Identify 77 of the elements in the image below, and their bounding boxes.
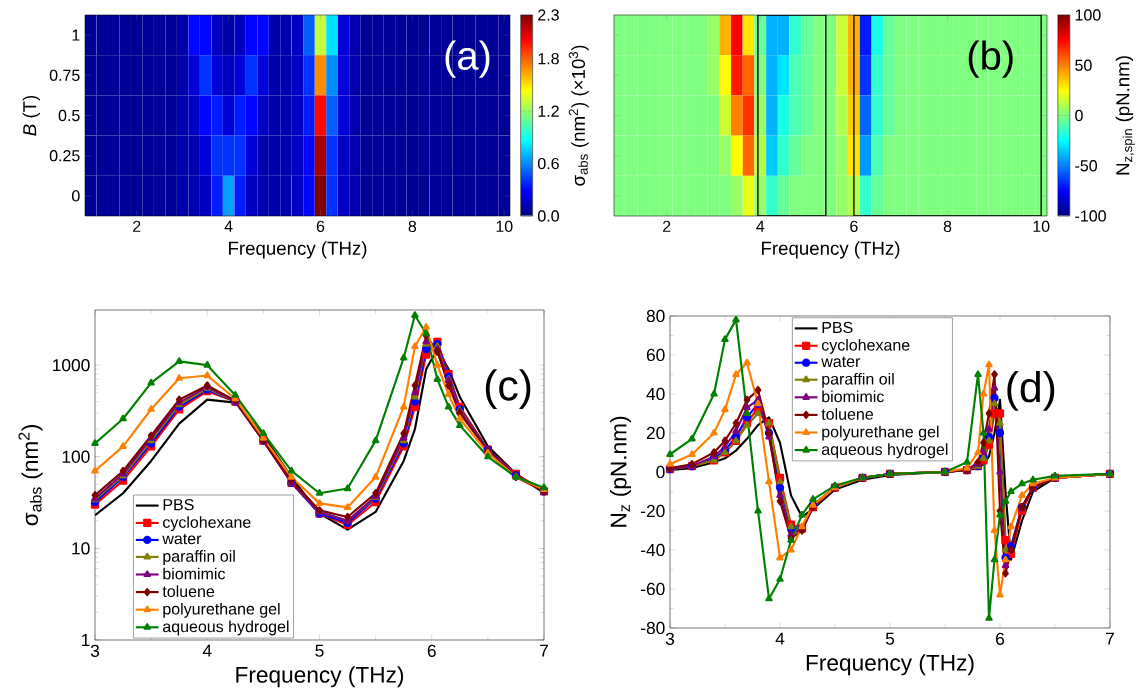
y-tick-label: 1000 [53, 359, 90, 372]
legend-label: aqueous hydrogel [163, 620, 289, 636]
color-bar-title: N$_{z,spin}$ (pN.nm) [1115, 56, 1135, 175]
color-bar-label: 50 [1075, 59, 1092, 71]
y-tick-label: -80 [641, 621, 665, 635]
y-tick-label: 60 [646, 348, 665, 362]
x-tick-label: 5 [885, 632, 895, 645]
color-bar-label: 1.2 [538, 105, 559, 117]
x-tick-label: 6 [850, 220, 858, 233]
y-tick-label: 0 [656, 465, 665, 479]
y-tick-label: 1 [72, 29, 80, 41]
legend-label: water [821, 356, 861, 368]
y-tick-label: 0.25 [49, 150, 80, 162]
y-tick-label: 20 [646, 426, 665, 440]
legend-label: polyurethane gel [163, 602, 280, 618]
x-tick-label: 6 [316, 220, 325, 233]
x-tick-label: 4 [775, 632, 785, 645]
x-axis-title: Frequency (THz) [229, 241, 367, 259]
y-tick-label: 0 [72, 190, 80, 202]
y-tick-label: 10 [72, 542, 90, 555]
y-tick-label: -40 [641, 543, 665, 557]
x-tick-label: 3 [665, 632, 675, 645]
y-tick-label: 100 [62, 450, 90, 463]
x-tick-label: 10 [496, 220, 513, 233]
color-bar-label: 0.0 [537, 210, 559, 222]
y-axis-title: B (T) [22, 95, 41, 136]
legend-label: PBS [822, 321, 853, 334]
color-bar-label: 0 [1075, 109, 1083, 122]
y-axis-title: σ$_{abs}$ (nm$^{2}$) [18, 425, 43, 526]
legend-label: toluene [162, 585, 215, 598]
legend-label: aqueous hydrogel [821, 443, 948, 459]
x-tick-label: 2 [133, 220, 141, 232]
legend-label: water [162, 533, 202, 545]
legend-label: cyclohexane [821, 338, 910, 354]
color-bar-label: 1.8 [538, 53, 559, 65]
legend-label: paraffin oil [822, 372, 894, 388]
x-axis-title: Frequency (THz) [236, 666, 404, 688]
x-tick-label: 7 [540, 644, 548, 657]
y-axis-title: N$_{z}$ (pN.nm) [609, 416, 632, 527]
x-tick-label: 8 [943, 220, 952, 233]
legend-label: polyurethane gel [822, 425, 939, 441]
x-tick-label: 3 [90, 644, 100, 657]
x-tick-label: 5 [315, 644, 324, 657]
color-bar-label: 2.3 [538, 9, 559, 21]
annotation: (c) [485, 369, 531, 410]
x-tick-label: 6 [996, 632, 1005, 645]
x-tick-label: 4 [202, 644, 212, 657]
y-tick-label: 80 [646, 309, 665, 323]
x-axis-title: Frequency (THz) [762, 241, 900, 259]
y-tick-label: 0.5 [58, 109, 80, 122]
legend-label: PBS [163, 499, 194, 511]
y-tick-label: 0.75 [49, 69, 80, 81]
x-tick-label: 4 [224, 220, 233, 232]
x-tick-label: 7 [1106, 632, 1114, 645]
y-tick-label: 40 [646, 387, 665, 401]
x-tick-label: 8 [408, 220, 417, 233]
legend-label: paraffin oil [163, 550, 235, 566]
legend-label: biomimic [822, 390, 884, 403]
color-bar-label: -50 [1075, 160, 1098, 172]
legend-label: cyclohexane [163, 516, 251, 532]
color-bar-label: 100 [1075, 9, 1101, 21]
x-tick-label: 6 [427, 644, 436, 657]
legend-label: toluene [821, 408, 874, 420]
y-tick-label: -60 [641, 582, 665, 596]
annotation: (d) [1007, 370, 1055, 411]
x-tick-label: 10 [1033, 220, 1050, 233]
annotation: (a) [445, 40, 490, 78]
annotation: (b) [968, 40, 1013, 78]
y-tick-label: 1 [81, 634, 90, 646]
x-tick-label: 4 [756, 220, 765, 232]
color-bar-title: σ$_{abs}$ (nm$^{2}$) (×10$^{3}$) [568, 45, 589, 186]
x-axis-title: Frequency (THz) [806, 654, 974, 676]
y-tick-label: -20 [641, 504, 665, 518]
color-bar-label: 0.6 [537, 157, 559, 170]
color-bar-label: -100 [1075, 210, 1106, 222]
x-tick-label: 2 [663, 220, 671, 232]
legend-label: biomimic [163, 567, 226, 580]
